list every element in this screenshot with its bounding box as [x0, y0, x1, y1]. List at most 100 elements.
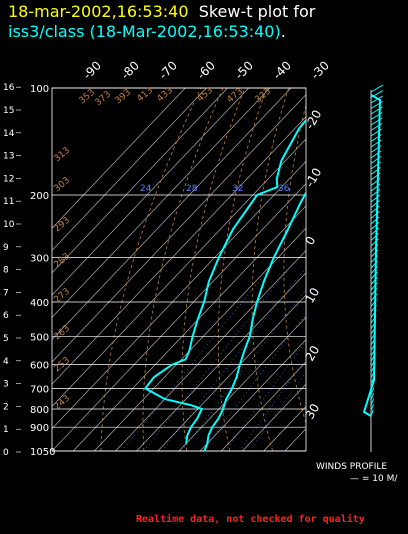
dry-adiabat-line — [142, 88, 224, 451]
dewpoint-trace — [143, 118, 306, 444]
dry-adiabat-label: 293 — [53, 216, 73, 235]
isotherm-line — [52, 116, 306, 385]
dry-adiabat-label: 273 — [53, 287, 73, 306]
wind-barb — [370, 398, 374, 406]
isotherm-label-right: 10 — [302, 285, 322, 305]
isotherm-line — [52, 88, 186, 229]
pressure-label: 300 — [30, 254, 49, 265]
isotherm-label-top: -90 — [80, 58, 104, 82]
height-km-label: 5 — [3, 334, 9, 344]
height-km-label: 16 — [3, 83, 15, 93]
isotherm-label-top: -80 — [118, 58, 142, 82]
height-km-label: 11 — [3, 197, 14, 207]
mixing-ratio-line — [161, 267, 306, 451]
mixing-ratio-label: 36 — [278, 184, 290, 194]
dry-adiabat-line — [342, 88, 401, 451]
isotherm-line — [72, 205, 306, 451]
mixing-ratio-line — [143, 262, 295, 451]
height-km-label: 2 — [3, 402, 9, 412]
isotherm-line — [327, 88, 408, 451]
isotherm-line — [263, 406, 306, 451]
isotherm-line — [52, 88, 228, 274]
dry-adiabat-label: 263 — [53, 324, 73, 343]
plot-frame — [51, 87, 307, 452]
isotherm-label-top: -50 — [232, 58, 256, 82]
wind-barb — [370, 403, 374, 412]
pressure-label: 800 — [30, 405, 49, 416]
pressure-label: 1050 — [30, 447, 55, 458]
mixing-ratio-line — [202, 313, 306, 451]
pressure-label: 200 — [30, 191, 49, 202]
pressure-label: 500 — [30, 332, 49, 343]
data-layer — [143, 118, 306, 451]
title-source: iss3/class (18-Mar-2002,16:53:40) — [8, 22, 281, 41]
isotherm-line — [157, 294, 306, 451]
dry-adiabat-line — [181, 88, 246, 451]
dry-adiabat-label: 323 — [254, 87, 274, 106]
isotherm-label-top: -30 — [308, 58, 332, 82]
dry-adiabat-label: 243 — [53, 394, 73, 413]
pressure-label: 100 — [30, 84, 49, 95]
mixing-ratio-line — [121, 262, 275, 451]
isotherm-line — [52, 88, 249, 296]
wind-barb — [370, 95, 383, 104]
isotherm-label-right: 30 — [302, 401, 322, 421]
mixing-ratio-label: 28 — [186, 184, 198, 194]
dry-adiabat-line — [394, 88, 408, 451]
dry-adiabat-label: 303 — [53, 176, 73, 195]
wind-profile: WINDS PROFILE — = 10 M/ — [316, 84, 398, 484]
wind-barb — [370, 387, 375, 395]
title-period: . — [280, 22, 286, 41]
mixing-ratio-label: 32 — [232, 184, 243, 194]
isotherm-line — [52, 88, 207, 251]
isotherm-line — [52, 94, 306, 363]
mixing-ratio-label: 24 — [140, 184, 152, 194]
height-km-label: 0 — [3, 448, 9, 458]
isotherm-label-top: -60 — [194, 58, 218, 82]
height-km-label: 1 — [3, 425, 9, 435]
isotherm-line — [115, 250, 306, 451]
isotherm-label-right: 0 — [302, 234, 318, 248]
dry-adiabat-line — [283, 103, 306, 425]
dry-adiabat-label: 393 — [114, 88, 134, 107]
isotherm-line — [52, 138, 306, 407]
title-datetime: 18-mar-2002,16:53:40 — [8, 2, 189, 21]
isotherm-line — [221, 361, 306, 451]
height-km-label: 12 — [3, 174, 14, 184]
dry-adiabat-line — [314, 88, 359, 451]
title-label: Skew-t plot for — [198, 2, 316, 21]
height-km-label: 8 — [3, 266, 9, 276]
height-km-label: 3 — [3, 380, 9, 390]
dry-adiabat-line — [217, 88, 268, 451]
quality-footer: Realtime data, not checked for quality — [136, 514, 365, 525]
pressure-label: 700 — [30, 384, 49, 395]
pressure-label: 600 — [30, 361, 49, 372]
height-km-label: 13 — [3, 152, 14, 162]
isobar-layer — [51, 87, 307, 452]
wind-profile-scale: — = 10 M/ — [350, 474, 398, 484]
isotherm-label-top: -40 — [270, 58, 294, 82]
isotherm-line — [52, 183, 306, 451]
height-km-label: 15 — [3, 106, 14, 116]
wind-barb — [370, 392, 375, 401]
isotherm-line — [52, 88, 271, 318]
isotherm-line — [305, 450, 306, 451]
height-km-label: 10 — [3, 220, 15, 230]
wind-profile-title: WINDS PROFILE — [316, 462, 387, 472]
height-km-label: 7 — [3, 288, 9, 298]
pressure-label: 400 — [30, 298, 49, 309]
isotherm-line — [199, 339, 306, 451]
grid-layer — [52, 88, 408, 451]
pressure-label: 900 — [30, 423, 49, 434]
isotherm-line — [178, 316, 306, 451]
dry-adiabat-label: 373 — [94, 90, 114, 109]
isotherm-line — [284, 428, 306, 451]
height-km-label: 9 — [3, 243, 9, 253]
dry-adiabat-line — [251, 88, 289, 451]
chart-title: 18-mar-2002,16:53:40 Skew-t plot for iss… — [8, 2, 315, 42]
dry-adiabat-label: 313 — [53, 146, 73, 165]
isotherm-line — [94, 227, 306, 451]
height-km-label: 4 — [3, 357, 9, 367]
dry-adiabat-line — [100, 88, 202, 451]
